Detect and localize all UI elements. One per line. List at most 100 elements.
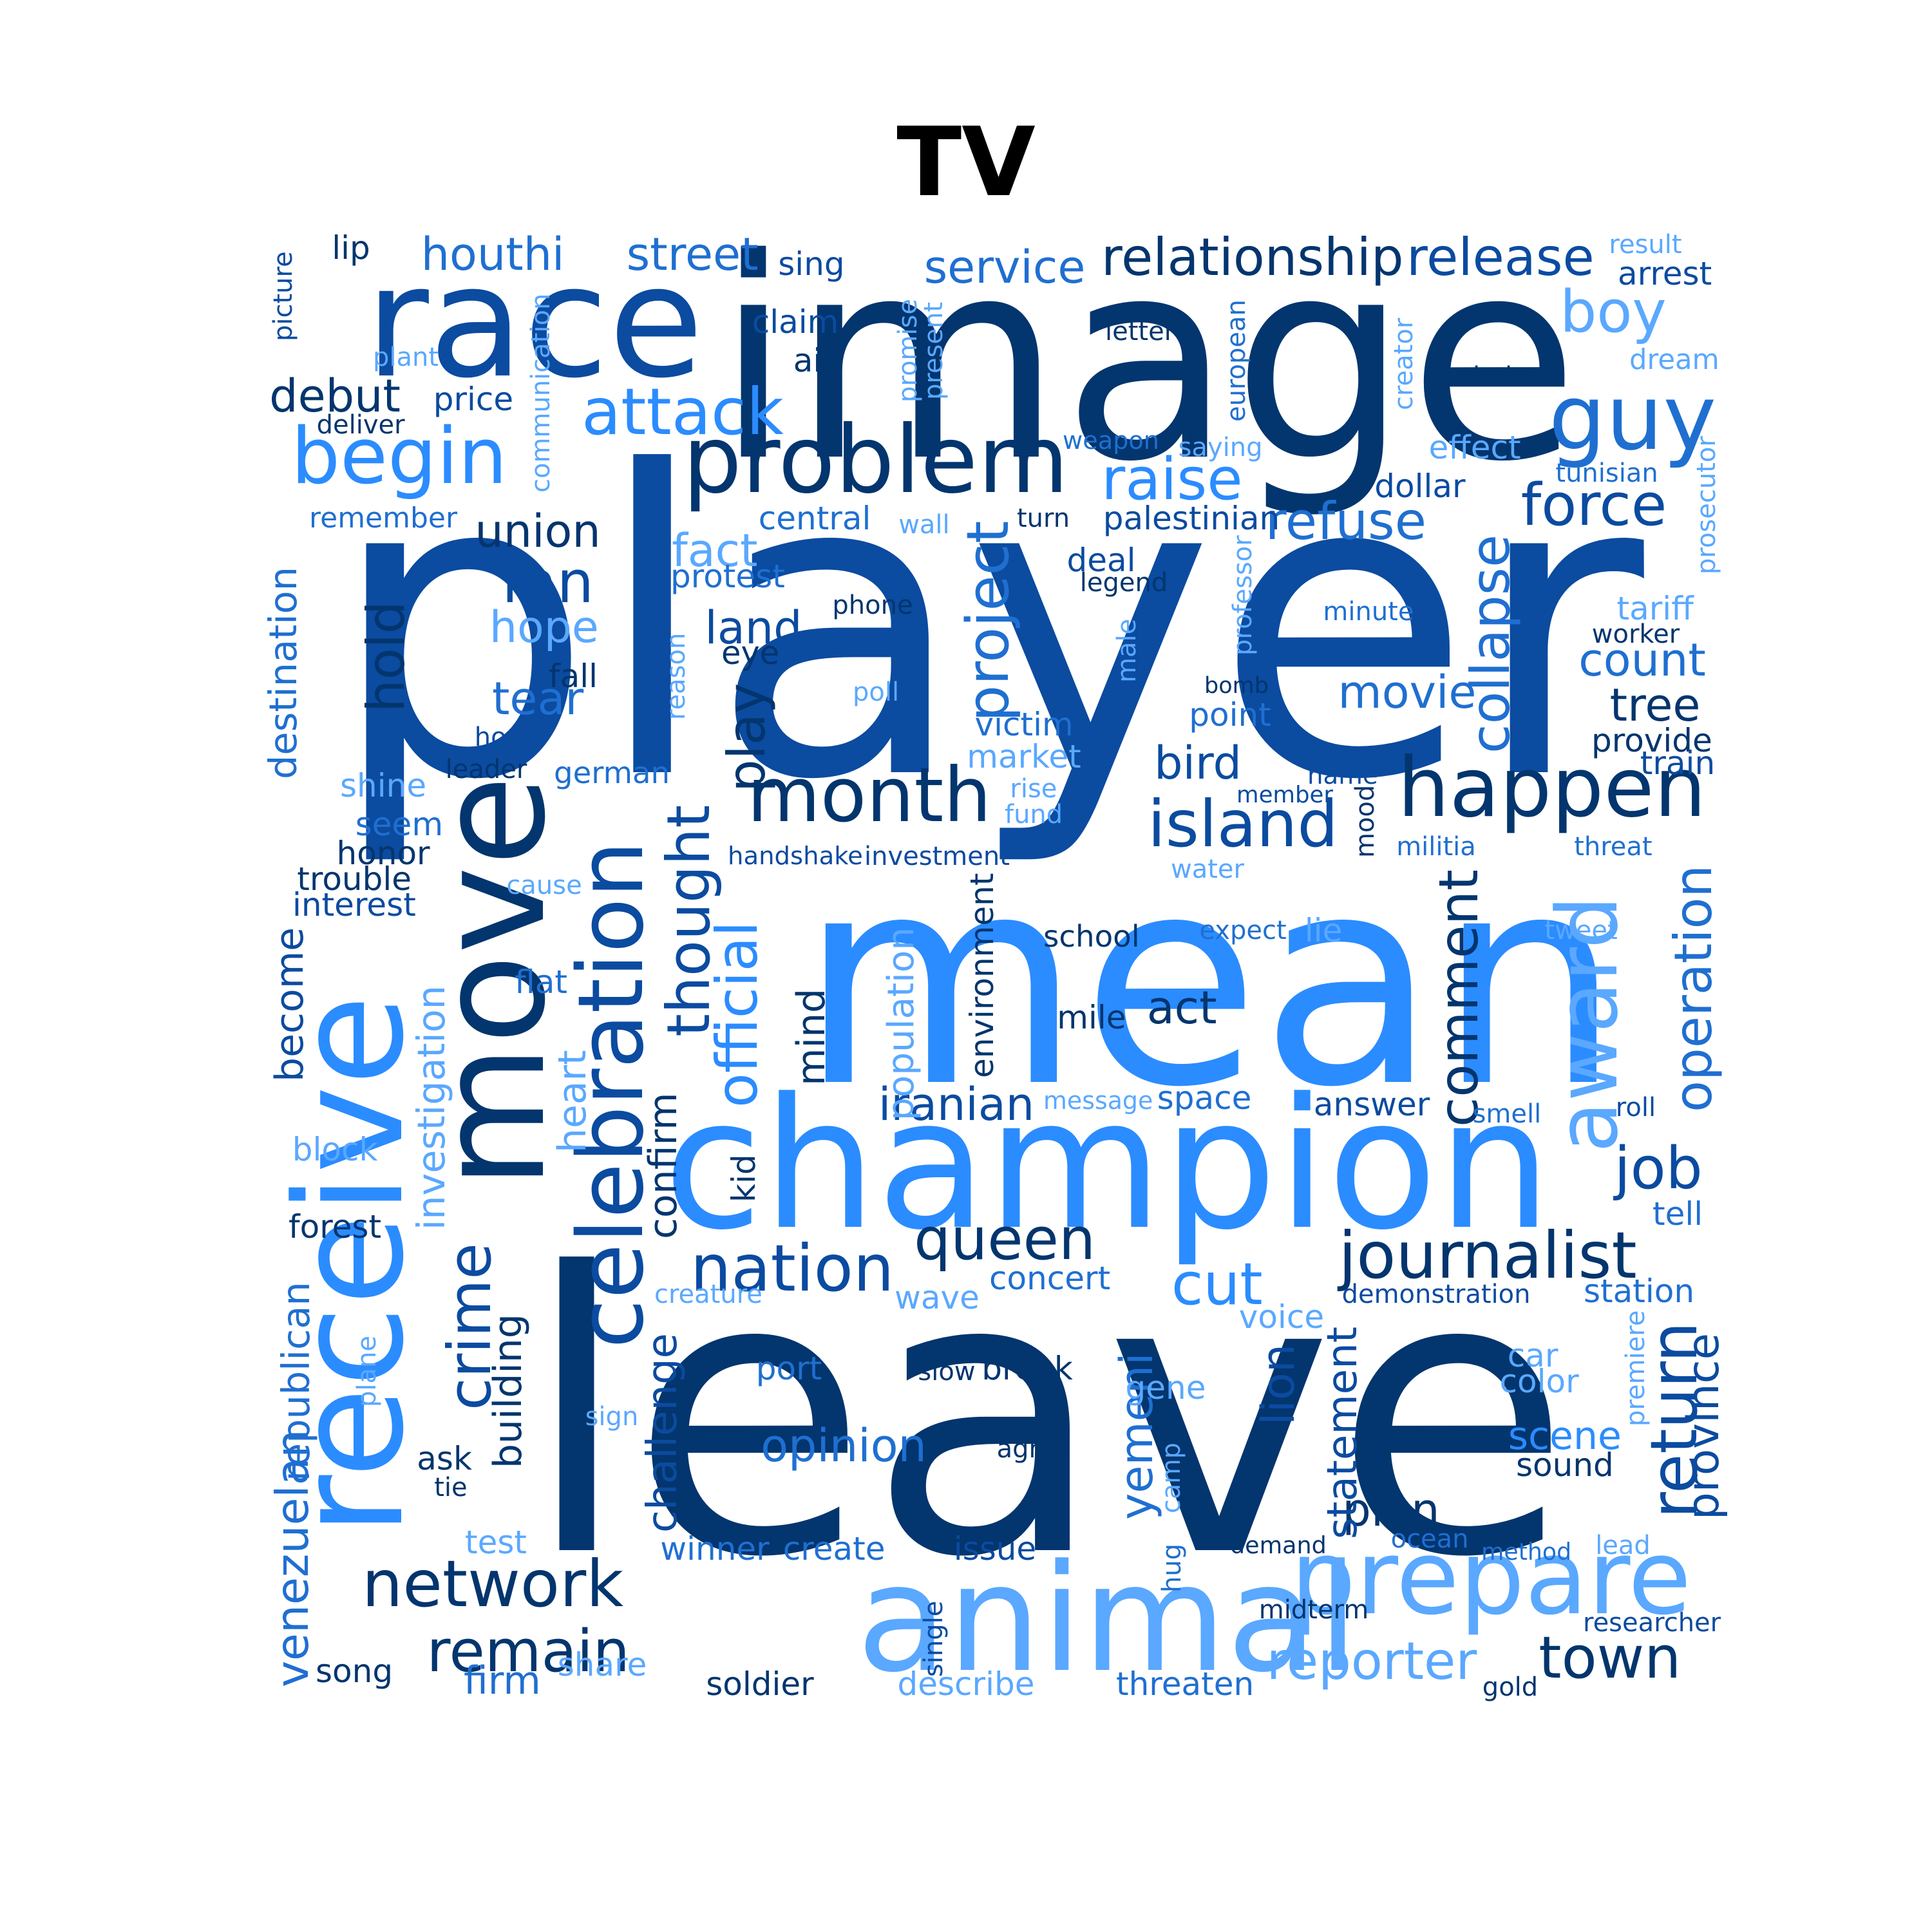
word-hug: hug <box>1157 1543 1187 1593</box>
word-market: market <box>967 738 1081 775</box>
word-queen: queen <box>914 1206 1096 1273</box>
word-provide: provide <box>1591 722 1712 759</box>
word-dream: dream <box>1629 344 1719 377</box>
word-dollar: dollar <box>1374 468 1466 505</box>
word-tunisian: tunisian <box>1555 459 1658 488</box>
word-champion: champion <box>663 1060 1552 1271</box>
word-choice: choice <box>1459 362 1542 392</box>
word-picture: picture <box>269 251 298 341</box>
word-concert: concert <box>989 1260 1111 1297</box>
word-handshake: handshake <box>728 841 863 871</box>
word-prepare: prepare <box>1290 1517 1692 1638</box>
word-worker: worker <box>1591 620 1680 649</box>
word-town: town <box>1539 1624 1681 1692</box>
word-station: station <box>1584 1273 1695 1310</box>
word-eye: eye <box>721 634 780 672</box>
word-mind: mind <box>789 988 834 1086</box>
word-count: count <box>1578 634 1706 687</box>
word-firm: firm <box>464 1658 541 1703</box>
word-raise: raise <box>1101 446 1243 513</box>
word-creator: creator <box>1389 317 1419 410</box>
word-population: population <box>880 927 922 1121</box>
word-create: create <box>782 1530 886 1567</box>
word-remain: remain <box>426 1618 630 1685</box>
word-poll: poll <box>853 677 900 707</box>
word-heart: heart <box>550 1050 596 1153</box>
word-lie: lie <box>1304 912 1343 949</box>
word-land: land <box>705 601 802 654</box>
word-arrest: arrest <box>1618 255 1712 292</box>
word-present: present <box>919 301 949 400</box>
word-result: result <box>1609 230 1682 260</box>
word-lip: lip <box>332 229 370 267</box>
word-agree: agree <box>996 1434 1071 1464</box>
word-journalist: journalist <box>1338 1218 1637 1293</box>
word-palestinian: palestinian <box>1103 500 1280 537</box>
word-creature: creature <box>654 1280 762 1309</box>
word-school: school <box>1043 919 1140 954</box>
word-plan: plan <box>1342 1484 1440 1537</box>
word-forest: forest <box>289 1208 382 1245</box>
word-tree: tree <box>1609 679 1701 732</box>
word-central: central <box>758 500 871 537</box>
word-reason: reason <box>661 632 691 720</box>
word-become: become <box>267 927 312 1082</box>
word-aid: aid <box>793 342 843 379</box>
word-fan: fan <box>501 549 594 616</box>
word-premiere: premiere <box>1621 1310 1651 1427</box>
word-hope: hope <box>489 602 599 653</box>
word-issue: issue <box>953 1530 1037 1567</box>
word-player: player <box>328 384 1644 871</box>
word-race: race <box>365 232 704 412</box>
word-name: name <box>1307 761 1378 790</box>
word-challenge: challenge <box>639 1333 687 1533</box>
word-animal: animal <box>857 1533 1359 1705</box>
word-bomb: bomb <box>1204 672 1269 699</box>
word-phone: phone <box>832 591 913 620</box>
word-refuse: refuse <box>1265 491 1426 551</box>
word-gene: gene <box>1125 1369 1206 1406</box>
word-tie: tie <box>434 1473 468 1502</box>
word-effect: effect <box>1428 429 1521 466</box>
word-leader: leader <box>445 755 527 784</box>
word-victim: victim <box>974 706 1074 743</box>
word-hold: hold <box>356 601 416 713</box>
word-province: province <box>1678 1332 1729 1520</box>
word-flat: flat <box>515 963 567 1001</box>
word-sound: sound <box>1516 1446 1614 1484</box>
word-statement: statement <box>1318 1327 1367 1539</box>
word-tweet: tweet <box>1544 916 1618 945</box>
word-comment: comment <box>1426 869 1490 1127</box>
word-street: street <box>626 228 759 281</box>
word-debut: debut <box>269 370 401 422</box>
word-prosecutor: prosecutor <box>1692 436 1721 575</box>
word-message: message <box>1043 1086 1153 1115</box>
word-destination: destination <box>260 567 305 779</box>
word-begin: begin <box>291 412 507 502</box>
word-wave: wave <box>895 1279 980 1316</box>
word-relationship: relationship <box>1101 227 1404 288</box>
word-block: block <box>292 1131 378 1168</box>
word-space: space <box>1157 1079 1252 1117</box>
word-promise: promise <box>893 299 923 403</box>
word-seem: seem <box>355 806 444 843</box>
word-remember: remember <box>309 502 458 535</box>
word-boy: boy <box>1560 278 1667 346</box>
word-leave: leave <box>523 1191 1571 1642</box>
word-ocean: ocean <box>1390 1524 1469 1554</box>
word-sing: sing <box>778 245 845 283</box>
word-slow: slow <box>918 1357 976 1387</box>
word-gold: gold <box>1482 1672 1539 1702</box>
word-image: image <box>715 198 1580 522</box>
word-environment: environment <box>963 873 1001 1079</box>
word-host: host <box>474 723 531 752</box>
word-opinion: opinion <box>761 1419 927 1472</box>
word-month: month <box>747 750 992 839</box>
word-demand: demand <box>1230 1531 1327 1559</box>
word-answer: answer <box>1313 1086 1430 1123</box>
word-european: european <box>1222 299 1251 422</box>
word-release: release <box>1406 227 1595 287</box>
word-mean: mean <box>799 813 1622 1151</box>
word-tell: tell <box>1653 1195 1703 1233</box>
word-act: act <box>1146 981 1217 1034</box>
